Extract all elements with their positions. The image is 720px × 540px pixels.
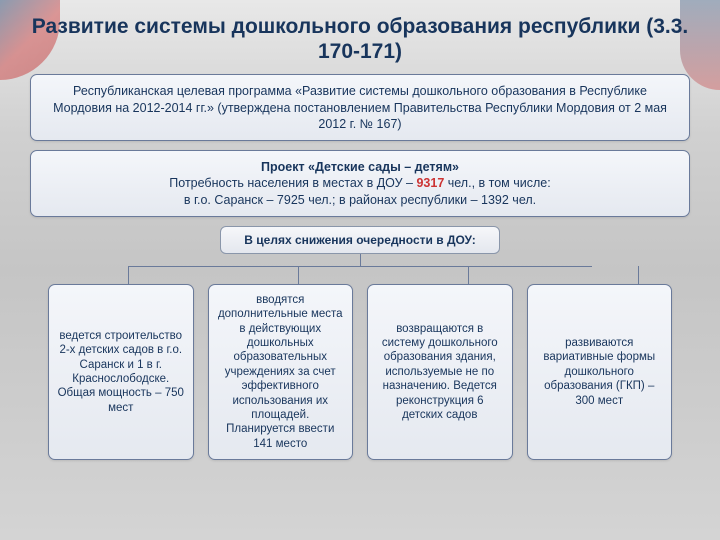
column-2-text: вводятся дополнительные места в действую… <box>217 293 345 451</box>
connector-stem <box>360 254 361 266</box>
connector-drop-3 <box>468 266 469 284</box>
column-3: возвращаются в систему дошкольного образ… <box>367 284 513 460</box>
column-3-text: возвращаются в систему дошкольного образ… <box>376 322 504 423</box>
column-4-text: развиваются вариативные формы дошкольног… <box>536 336 664 408</box>
column-1: ведется строительство 2-х детских садов … <box>48 284 194 460</box>
program-box: Республиканская целевая программа «Разви… <box>30 74 690 141</box>
columns-row: ведется строительство 2-х детских садов … <box>30 284 690 460</box>
project-title: Проект «Детские сады – детям» <box>45 159 675 175</box>
project-box: Проект «Детские сады – детям» Потребност… <box>30 150 690 217</box>
page-root: Развитие системы дошкольного образования… <box>0 0 720 540</box>
project-line2-b: чел., в том числе: <box>444 176 550 190</box>
project-line-3: в г.о. Саранск – 7925 чел.; в районах ре… <box>45 192 675 208</box>
column-2: вводятся дополнительные места в действую… <box>208 284 354 460</box>
goals-label: В целях снижения очередности в ДОУ: <box>220 226 500 254</box>
column-4: развиваются вариативные формы дошкольног… <box>527 284 673 460</box>
connector-horizontal <box>128 266 592 267</box>
project-highlight-number: 9317 <box>416 176 444 190</box>
connector-drop-2 <box>298 266 299 284</box>
tree-connector <box>66 254 654 284</box>
project-line2-a: Потребность населения в местах в ДОУ – <box>169 176 416 190</box>
page-title: Развитие системы дошкольного образования… <box>30 14 690 64</box>
project-line-2: Потребность населения в местах в ДОУ – 9… <box>45 175 675 191</box>
connector-drop-1 <box>128 266 129 284</box>
column-1-text: ведется строительство 2-х детских садов … <box>57 329 185 415</box>
connector-drop-4 <box>638 266 639 284</box>
program-text: Республиканская целевая программа «Разви… <box>53 84 667 131</box>
